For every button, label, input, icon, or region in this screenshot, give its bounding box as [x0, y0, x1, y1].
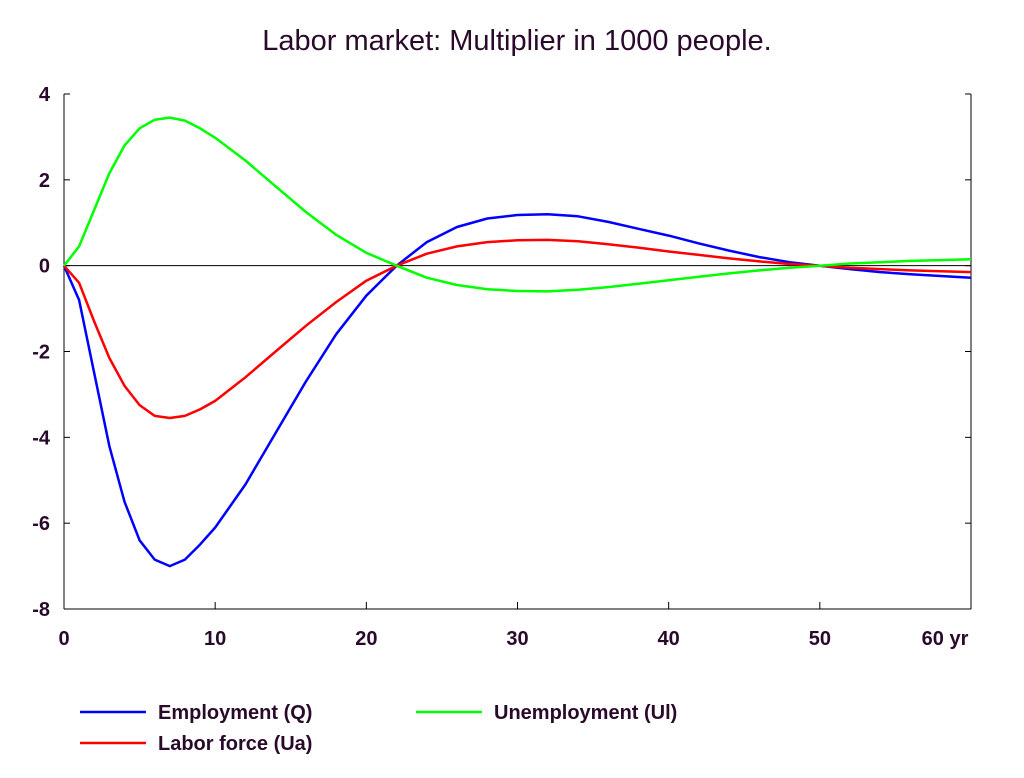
series-line-2 — [63, 238, 972, 420]
x-tick-label: 0 — [58, 628, 69, 650]
legend: Employment (Q) Labor force (Ua) Unemployme… — [80, 702, 677, 755]
y-tick-label: -4 — [32, 427, 51, 449]
series-line-3 — [63, 116, 972, 293]
series-line-1 — [62, 212, 972, 568]
y-tick-label: 4 — [39, 84, 51, 106]
legend-label: Unemployment (Ul) — [494, 702, 677, 724]
x-tick-label: 10 — [204, 628, 226, 650]
axis-ticks: 420-2-4-6-80 10 20 30 40 50 60 yr — [32, 84, 972, 650]
y-tick-label: 0 — [39, 256, 50, 278]
y-tick-label: 2 — [39, 170, 50, 192]
x-tick-label: 60 yr — [922, 628, 969, 650]
chart-title: Labor market: Multiplier in 1000 people. — [262, 25, 771, 57]
x-tick-label: 50 — [809, 628, 831, 650]
x-tick-label: 30 — [506, 628, 528, 650]
legend-label: Employment (Q) — [158, 702, 312, 724]
x-tick-label: 20 — [355, 628, 377, 650]
y-tick-label: -6 — [32, 513, 50, 535]
y-tick-label: -8 — [32, 599, 50, 621]
y-tick-label: -2 — [32, 342, 50, 364]
series-lines — [62, 116, 972, 568]
legend-label: Labor force (Ua) — [158, 733, 312, 755]
plot-frame — [63, 94, 972, 610]
x-tick-label: 40 — [658, 628, 680, 650]
